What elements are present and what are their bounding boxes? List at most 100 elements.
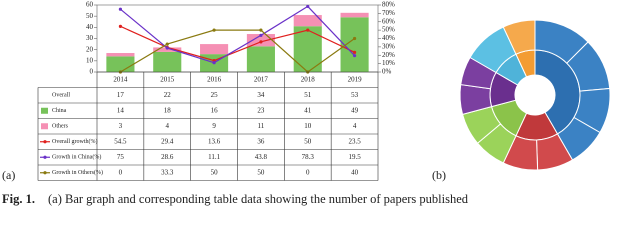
table-cell: 36 [257, 137, 265, 145]
bar [246, 46, 275, 72]
line [120, 5, 356, 64]
line-marker [165, 46, 169, 50]
table-cell: 2017 [254, 75, 269, 83]
table-cell: 50 [257, 168, 265, 176]
bar [153, 47, 182, 52]
table-cell: 2015 [160, 75, 175, 83]
bar [106, 56, 135, 72]
table-cell: 29.4 [161, 137, 174, 145]
y2-tick-label: 0% [382, 68, 392, 76]
y2-tick-label: 60% [382, 17, 395, 25]
table-cell: 78.3 [302, 153, 315, 161]
line-marker [212, 61, 216, 65]
plot-frame [96, 4, 379, 73]
legend-marker [43, 171, 47, 175]
y-tick-label: 40 [86, 23, 94, 31]
table-cell: 18 [164, 106, 172, 114]
table-cell: 4 [353, 122, 357, 130]
table-cell: 33.3 [161, 168, 174, 176]
table-cell: 9 [212, 122, 216, 130]
line-marker [352, 54, 357, 58]
figure: (a) (b) Fig. 1. (a) Bar graph and corres… [2, 1, 611, 206]
y-tick-label: 30 [86, 34, 94, 42]
table-cell: 19.5 [348, 153, 361, 161]
line-marker [259, 28, 263, 32]
line-marker [118, 7, 123, 11]
y-tick-label: 20 [86, 45, 94, 53]
table-cell: 51 [304, 91, 312, 99]
table-cell: 4 [166, 122, 170, 130]
line-marker [306, 4, 310, 9]
y2-tick-label: 10% [382, 59, 395, 67]
table-cell: 0 [119, 168, 123, 176]
table-cell: 49 [351, 106, 359, 114]
table-cell: 13.6 [208, 137, 221, 145]
table-cell: 40 [351, 168, 359, 176]
y2-tick-label: 50% [382, 26, 395, 34]
table-cell: 14 [117, 106, 125, 114]
table-cell: 25 [211, 91, 219, 99]
y-tick-label: 60 [86, 1, 94, 9]
table-cell: 28.6 [161, 153, 174, 161]
table-cell: 16 [211, 106, 219, 114]
y-tick-label: 10 [86, 56, 94, 64]
panel-label: (b) [432, 168, 446, 182]
y2-tick-label: 80% [382, 1, 395, 9]
legend-swatch [41, 123, 48, 130]
table-cell: 0 [306, 168, 310, 176]
table-cell: 41 [304, 106, 312, 114]
table-cell: 43.8 [255, 153, 268, 161]
table-cell: 2016 [207, 75, 222, 83]
table-cell: 2018 [301, 75, 316, 83]
caption: (a) Bar graph and corresponding table da… [48, 192, 469, 206]
legend-label: China [52, 108, 67, 114]
bar [340, 12, 369, 18]
bar [153, 51, 182, 72]
line [120, 29, 355, 73]
table-cell: 17 [117, 91, 125, 99]
legend-label: Growth in China(%) [52, 154, 101, 161]
table-cell: 2019 [348, 75, 363, 83]
table-cell: 53 [351, 91, 359, 99]
bar [293, 15, 322, 27]
line-marker [118, 24, 123, 28]
line-marker [259, 40, 263, 44]
table-cell: 2014 [113, 75, 128, 83]
table-cell: 23 [257, 106, 265, 114]
legend-label: Others [52, 124, 69, 130]
legend-label: Overall growth(%) [52, 138, 97, 145]
bar [106, 53, 135, 57]
table-cell: 50 [304, 137, 312, 145]
legend-label: Overall [52, 93, 70, 99]
panel-label: (a) [2, 168, 15, 182]
table-cell: 75 [117, 153, 125, 161]
line-marker [352, 50, 357, 54]
y2-tick-label: 20% [382, 51, 395, 59]
table-cell: 11 [258, 122, 265, 130]
y2-tick-label: 30% [382, 42, 395, 50]
sunburst-segment [502, 19, 536, 55]
table-cell: 50 [211, 168, 219, 176]
legend-label: Growth in Others(%) [52, 169, 103, 176]
table-cell: 23.5 [348, 137, 361, 145]
table-cell: 22 [164, 91, 172, 99]
bar [200, 44, 229, 55]
table-cell: 54.5 [114, 137, 127, 145]
line-marker [306, 28, 310, 32]
y2-tick-label: 70% [382, 9, 395, 17]
legend-marker [43, 155, 47, 159]
table-cell: 34 [257, 91, 265, 99]
legend-marker [43, 140, 47, 144]
line-marker [212, 28, 216, 32]
line-marker [352, 36, 357, 41]
line-marker [259, 33, 263, 37]
line-marker [165, 42, 169, 46]
table-cell: 11.1 [208, 153, 220, 161]
legend-swatch [41, 107, 48, 114]
y-tick-label: 0 [90, 68, 94, 76]
table-cell: 3 [119, 122, 123, 130]
y2-tick-label: 40% [382, 34, 395, 42]
line [120, 25, 355, 62]
table-cell: 10 [304, 122, 312, 130]
caption-label: Fig. 1. [2, 192, 35, 206]
